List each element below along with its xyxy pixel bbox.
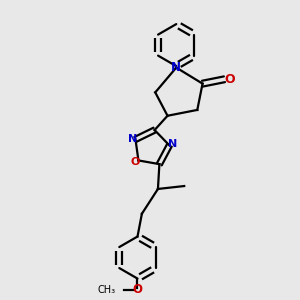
Text: N: N [128, 134, 137, 144]
Text: O: O [133, 283, 142, 296]
Text: N: N [168, 139, 178, 149]
Text: O: O [224, 73, 235, 86]
Text: CH₃: CH₃ [98, 285, 116, 295]
Text: N: N [171, 61, 181, 74]
Text: O: O [130, 157, 140, 167]
